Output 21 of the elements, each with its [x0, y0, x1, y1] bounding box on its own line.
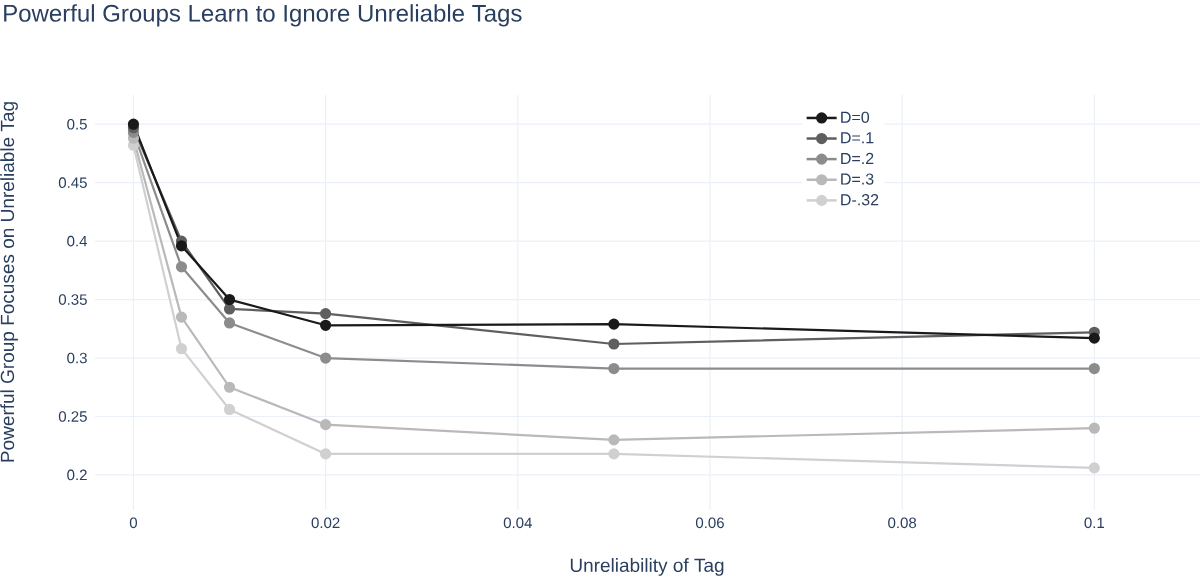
y-tick-label: 0.2	[67, 469, 87, 481]
x-tick-label: 0.1	[1084, 517, 1105, 529]
legend-label: D=0	[841, 111, 870, 123]
y-axis-title: Powerful Group Focuses on Unreliable Tag	[0, 102, 18, 462]
y-tick-label: 0.5	[67, 118, 87, 130]
y-tick-label: 0.25	[58, 411, 87, 422]
y-tick-label: 0.45	[58, 177, 87, 188]
x-tick-label: 0.02	[311, 517, 340, 529]
legend-label: D=.2	[841, 152, 874, 164]
legend-label: D=.3	[841, 173, 874, 185]
y-tick-label: 0.3	[67, 352, 87, 364]
y-tick-label: 0.35	[58, 294, 87, 305]
x-tick-label: 0.06	[695, 517, 724, 529]
y-tick-label: 0.4	[67, 235, 88, 247]
legend-label: D=.1	[841, 132, 874, 144]
chart-title: Powerful Groups Learn to Ignore Unreliable Tags	[4, 4, 522, 27]
x-tick-label: 0	[129, 517, 138, 529]
x-tick-label: 0.08	[888, 517, 917, 529]
x-axis-title: Unreliability of Tag	[570, 558, 724, 576]
x-tick-label: 0.04	[503, 517, 532, 529]
legend-label: D-.32	[841, 194, 879, 206]
